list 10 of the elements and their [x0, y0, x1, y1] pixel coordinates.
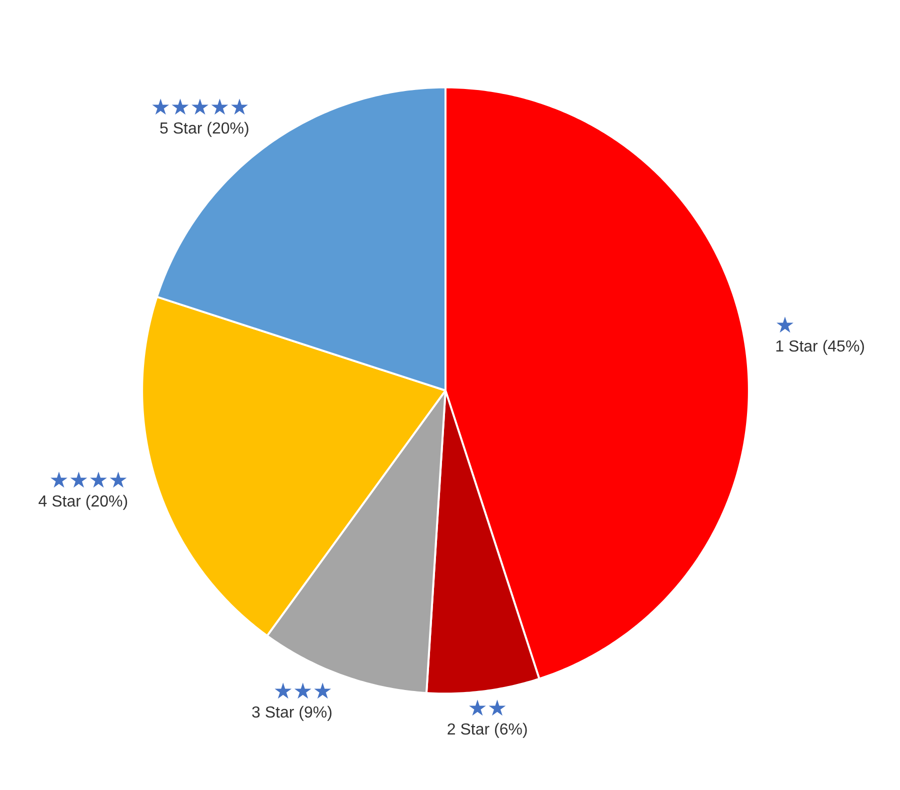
text: ★★★★ [49, 468, 128, 494]
slice-label: 2 Star (6%) [446, 721, 528, 738]
slice-label: 1 Star (45%) [775, 338, 865, 356]
slice-label: 4 Star (20%) [38, 494, 128, 511]
text: ★★★★★ [150, 96, 250, 121]
text: ★★ [468, 696, 508, 722]
text: ★★★ [273, 679, 332, 704]
text: ★ [775, 313, 795, 338]
slice-label: 5 Star (20%) [159, 120, 250, 138]
slice-label: 3 Star (9%) [252, 704, 332, 722]
